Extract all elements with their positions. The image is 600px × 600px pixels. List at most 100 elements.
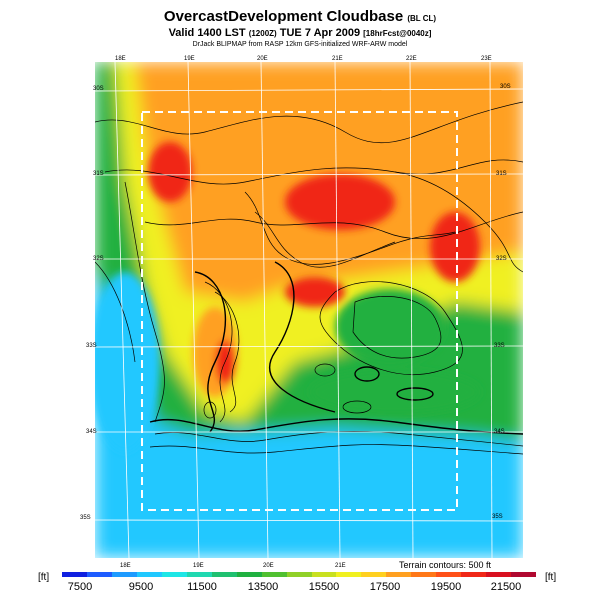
- colorbar-swatch: [361, 572, 387, 577]
- colorbar-tick-label: 7500: [67, 581, 93, 593]
- lat-right-label: 33S: [494, 343, 505, 349]
- contour-line: [95, 101, 523, 144]
- lat-left-label: 32S: [93, 256, 104, 262]
- peak-east: [430, 212, 480, 282]
- colorbar-swatch: [511, 572, 537, 577]
- coastal-band: [95, 272, 160, 452]
- colorbar-swatch: [261, 572, 287, 577]
- meridian-line: [260, 62, 269, 558]
- lon-top-label: 21E: [332, 56, 343, 62]
- lat-right-label: 32S: [496, 256, 507, 262]
- graticule: [95, 62, 523, 558]
- peak-central: [285, 277, 345, 307]
- contour-line: [214, 291, 240, 413]
- lat-right-label: 35S: [492, 514, 503, 520]
- colorbar-tick-label: 11500: [187, 581, 217, 593]
- contour-line: [194, 271, 227, 433]
- lat-left-label: 33S: [86, 343, 97, 349]
- peak-west: [148, 142, 192, 202]
- contour-line: [104, 159, 523, 185]
- contour-loop: [342, 400, 372, 414]
- lon-bottom-label: 21E: [335, 563, 346, 569]
- colorbar-swatch: [336, 572, 362, 577]
- lon-top-label: 18E: [115, 56, 126, 62]
- lon-top-label: 20E: [257, 56, 268, 62]
- colorbar-swatch: [386, 572, 412, 577]
- lon-top-label: 23E: [481, 56, 492, 62]
- lon-bottom-label: 18E: [120, 563, 131, 569]
- lat-left-label: 35S: [80, 515, 91, 521]
- credit-line: DrJack BLIPMAP from RASP 12km GFS-initia…: [192, 41, 408, 48]
- meridian-line: [489, 62, 493, 558]
- colorbar-swatch: [211, 572, 237, 577]
- valid-zulu: (1200Z): [248, 29, 277, 38]
- contour-loop: [354, 366, 380, 382]
- parallel-line: [95, 173, 523, 176]
- colorbar-tick-label: 15500: [308, 581, 340, 593]
- colorbar-swatch: [486, 572, 512, 577]
- forecast-domain-box: [141, 111, 458, 511]
- terrain-contour-note: Terrain contours: 500 ft: [399, 560, 492, 570]
- parallel-line: [95, 345, 523, 348]
- colorbar-unit-right: [ft]: [545, 572, 557, 583]
- green-basin-south: [310, 370, 480, 414]
- title-text: OvercastDevelopment Cloudbase: [163, 8, 404, 25]
- colorbar-swatch: [461, 572, 487, 577]
- contour-line: [352, 296, 442, 359]
- colorbar-unit-left: [ft]: [38, 572, 50, 583]
- meridian-line: [409, 62, 414, 558]
- lat-left-label: 31S: [93, 171, 104, 177]
- contour-line: [95, 261, 136, 363]
- colorbar-tick-label: 13500: [247, 581, 279, 593]
- lat-right-label: 31S: [496, 171, 507, 177]
- colorbar: [62, 572, 537, 577]
- meridian-line: [187, 62, 200, 558]
- terrain-contours: [95, 101, 523, 455]
- colorbar-swatch: [236, 572, 262, 577]
- contour-loop: [396, 387, 434, 401]
- cloudbase-field: [95, 62, 523, 558]
- contour-line: [269, 261, 336, 413]
- lat-right-label: 30S: [500, 84, 511, 90]
- lon-top-label: 19E: [184, 56, 195, 62]
- contour-line: [319, 281, 463, 376]
- peak-north: [285, 174, 395, 230]
- figure-title: OvercastDevelopment Cloudbase (BL CL): [0, 8, 600, 25]
- lon-bottom-label: 20E: [263, 563, 274, 569]
- lon-top-label: 22E: [406, 56, 417, 62]
- parallel-line: [95, 519, 523, 522]
- contour-line: [144, 211, 523, 240]
- lat-left-label: 30S: [93, 86, 104, 92]
- contour-loop: [314, 363, 336, 377]
- contour-loop: [203, 401, 217, 419]
- colorbar-swatch: [311, 572, 337, 577]
- lon-bottom-label: 19E: [193, 563, 204, 569]
- valid-time-text: Valid 1400 LST: [168, 27, 246, 39]
- title-suffix: (BL CL): [407, 14, 437, 23]
- colorbar-tick-label: 21500: [490, 581, 522, 593]
- colorbar-swatch: [86, 572, 112, 577]
- valid-date: TUE 7 Apr 2009: [279, 27, 361, 39]
- contour-line: [149, 418, 523, 435]
- parallel-line: [95, 88, 523, 92]
- colorbar-tick-label: 19500: [430, 581, 462, 593]
- map-panel: [95, 62, 523, 558]
- colorbar-swatch: [161, 572, 187, 577]
- meridian-line: [334, 62, 341, 558]
- map-canvas: [95, 62, 523, 558]
- valid-time-line: Valid 1400 LST (1200Z) TUE 7 Apr 2009 [1…: [0, 27, 600, 39]
- lat-left-label: 34S: [86, 429, 97, 435]
- colorbar-swatch: [62, 572, 87, 577]
- colorbar-tick-label: 9500: [128, 581, 154, 593]
- cloudbase-detail: [95, 142, 480, 452]
- lat-right-label: 34S: [494, 429, 505, 435]
- contour-line: [394, 171, 523, 273]
- colorbar-swatch: [436, 572, 462, 577]
- forecast-tag: [18hrFcst@0040z]: [363, 29, 432, 38]
- contour-line: [149, 444, 523, 455]
- colorbar-swatch: [136, 572, 162, 577]
- colorbar-swatch: [111, 572, 137, 577]
- colorbar-swatch: [286, 572, 312, 577]
- contour-line: [254, 211, 396, 268]
- meridian-line: [114, 62, 130, 558]
